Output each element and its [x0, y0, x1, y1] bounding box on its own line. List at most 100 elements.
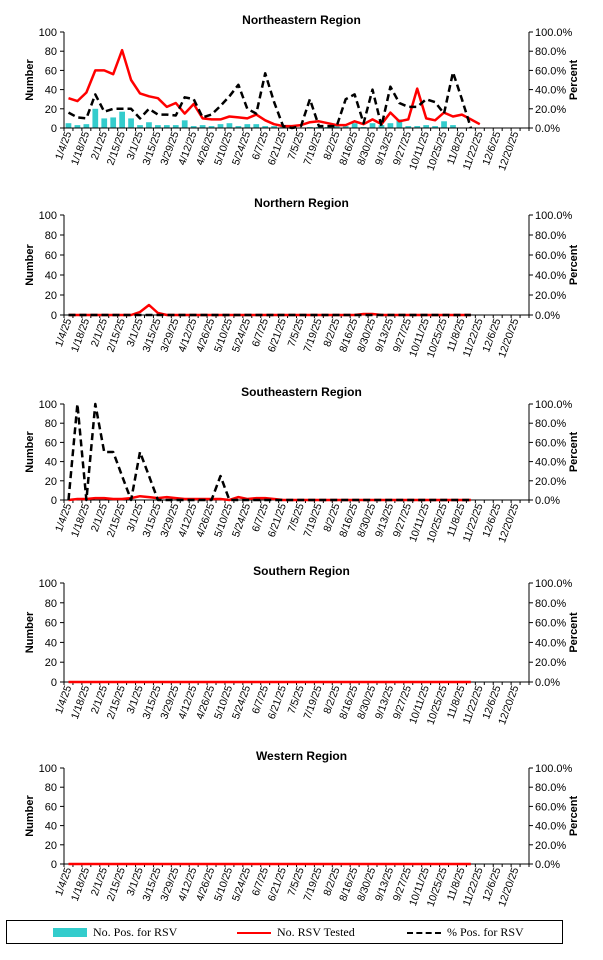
positives-bar [110, 117, 117, 128]
y-axis-label-left: Number [24, 244, 36, 286]
positives-bar [244, 124, 251, 128]
left-tick-label: 20 [45, 840, 57, 852]
left-tick-label: 20 [45, 657, 57, 669]
legend-label-positives: No. Pos. for RSV [93, 925, 178, 939]
legend-item-tested: No. RSV Tested [237, 925, 355, 940]
left-tick-label: 0 [51, 310, 57, 322]
left-tick-label: 40 [45, 457, 57, 469]
positives-bar [333, 126, 340, 128]
right-tick-label: 100.0% [535, 27, 573, 39]
positives-bar [414, 126, 421, 128]
right-tick-label: 0.0% [535, 310, 560, 322]
left-tick-label: 80 [45, 782, 57, 794]
y-axis-label-right: Percent [568, 795, 580, 836]
tested-line [68, 303, 471, 317]
positives-bar [128, 118, 134, 128]
positives-bar [423, 125, 430, 128]
positives-bar [450, 125, 456, 128]
percent-positive-line [67, 402, 471, 502]
left-tick-label: 60 [45, 437, 57, 449]
right-tick-label: 40.0% [535, 270, 566, 282]
left-tick-label: 60 [45, 801, 57, 813]
right-tick-label: 80.0% [535, 418, 566, 430]
chart-title: Northeastern Region [242, 13, 361, 27]
chart-1: Northern Region 0 20 40 60 80 100 0.0% 20.0% 40.0… [24, 196, 580, 359]
right-tick-label: 40.0% [535, 85, 566, 97]
right-tick-label: 80.0% [535, 230, 566, 242]
positives-bar [190, 126, 197, 128]
right-tick-label: 40.0% [535, 821, 566, 833]
legend-label-percent: % Pos. for RSV [447, 925, 524, 939]
right-tick-label: 20.0% [535, 290, 566, 302]
right-tick-label: 0.0% [535, 677, 560, 689]
chart-0: Northeastern Region 0 20 40 60 80 100 0.0% 20.0%… [24, 13, 580, 172]
positives-bar [74, 125, 81, 128]
right-tick-label: 100.0% [535, 578, 573, 590]
positives-bar [146, 122, 152, 128]
right-tick-label: 80.0% [535, 782, 566, 794]
positives-bar [432, 126, 438, 128]
left-tick-label: 100 [39, 399, 57, 411]
left-tick-label: 40 [45, 637, 57, 649]
positives-bar [342, 126, 349, 128]
positives-bar [155, 125, 161, 128]
left-tick-label: 100 [39, 578, 57, 590]
chart-title: Southern Region [253, 564, 350, 578]
positives-bar [137, 125, 143, 128]
positives-bar [163, 125, 170, 128]
right-tick-label: 80.0% [535, 46, 566, 58]
right-tick-label: 60.0% [535, 250, 566, 262]
positives-bar [119, 111, 125, 128]
left-tick-label: 40 [45, 821, 57, 833]
left-tick-label: 100 [39, 763, 57, 775]
legend-item-percent: % Pos. for RSV [407, 925, 524, 940]
positives-bar [405, 126, 412, 128]
positives-bar [441, 121, 447, 128]
left-tick-label: 20 [45, 476, 57, 488]
positives-bar [235, 126, 242, 128]
chart-title: Northern Region [254, 196, 349, 210]
right-tick-label: 20.0% [535, 476, 566, 488]
tested-line [68, 48, 481, 128]
chart-3: Southern Region 0 20 40 60 80 100 0.0% 20.0% 40.0… [24, 564, 580, 726]
legend-label-tested: No. RSV Tested [277, 925, 355, 939]
legend-swatch-percent [407, 931, 441, 934]
y-axis-label-right: Percent [568, 431, 580, 472]
charts-canvas: Northeastern Region 0 20 40 60 80 100 0.0% 20.0%… [24, 13, 580, 908]
positives-bar [208, 126, 215, 128]
right-tick-label: 20.0% [535, 104, 566, 116]
y-axis-label-left: Number [24, 431, 36, 473]
positives-bar [83, 124, 90, 128]
left-tick-label: 80 [45, 46, 57, 58]
left-tick-label: 40 [45, 85, 57, 97]
positives-bar [101, 118, 108, 128]
tested-line [68, 494, 471, 502]
positives-bar [226, 123, 233, 128]
right-tick-label: 20.0% [535, 657, 566, 669]
right-tick-label: 20.0% [535, 840, 566, 852]
positives-bar [181, 120, 188, 128]
positives-bar [271, 126, 278, 128]
positives-bar [378, 125, 385, 128]
chart-4: Western Region 0 20 40 60 80 100 0.0% 20.0% 40.0%… [24, 749, 580, 908]
right-tick-label: 40.0% [535, 457, 566, 469]
left-tick-label: 20 [45, 104, 57, 116]
left-tick-label: 60 [45, 250, 57, 262]
right-tick-label: 0.0% [535, 123, 560, 135]
positives-bar [92, 108, 99, 128]
positives-bar [199, 125, 206, 128]
left-tick-label: 80 [45, 418, 57, 430]
y-axis-label-left: Number [24, 795, 36, 837]
right-tick-label: 60.0% [535, 618, 566, 630]
left-tick-label: 80 [45, 598, 57, 610]
right-tick-label: 100.0% [535, 763, 573, 775]
y-axis-label-left: Number [24, 611, 36, 653]
legend-swatch-tested [237, 931, 271, 934]
right-tick-label: 100.0% [535, 210, 573, 222]
right-tick-label: 40.0% [535, 637, 566, 649]
right-tick-label: 60.0% [535, 437, 566, 449]
left-tick-label: 20 [45, 290, 57, 302]
chart-2: Southeastern Region 0 20 40 60 80 100 0.0% 20.0%… [24, 385, 580, 544]
left-tick-label: 0 [51, 677, 57, 689]
